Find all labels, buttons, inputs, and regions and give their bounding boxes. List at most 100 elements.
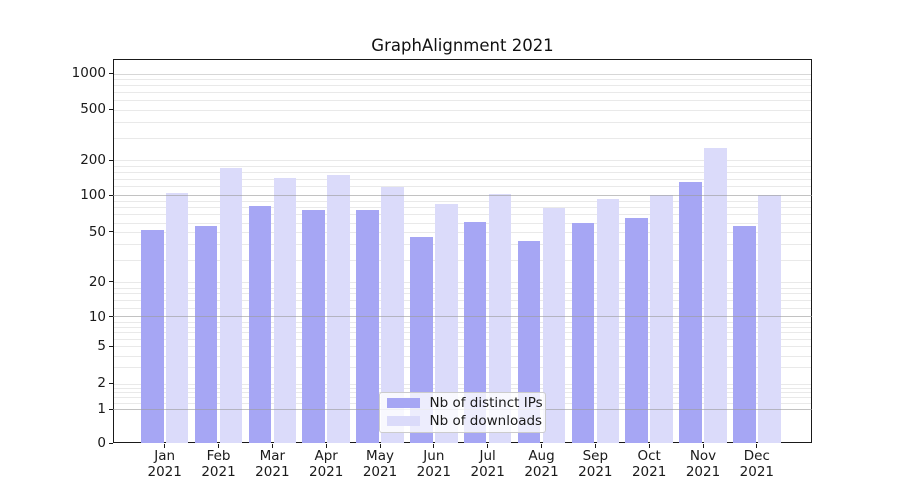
y-axis-tick-mark bbox=[108, 194, 113, 196]
y-axis-tick-label: 1 bbox=[97, 401, 106, 418]
bar-distinct-ips bbox=[625, 217, 648, 444]
legend: Nb of distinct IPs Nb of downloads bbox=[378, 391, 546, 433]
bar-downloads bbox=[542, 208, 566, 444]
legend-label-distinct-ips: Nb of distinct IPs bbox=[429, 395, 543, 411]
gridline-minor bbox=[114, 178, 811, 180]
bar-distinct-ips bbox=[571, 222, 595, 444]
y-axis-tick-mark bbox=[108, 316, 113, 318]
bar-downloads bbox=[650, 195, 673, 444]
bar-downloads bbox=[435, 204, 458, 444]
bar-downloads bbox=[327, 174, 350, 444]
x-axis-tick-mark bbox=[541, 444, 542, 448]
y-axis-tick-label: 2 bbox=[97, 375, 106, 392]
gridline-minor bbox=[114, 92, 811, 94]
gridline-minor bbox=[114, 201, 811, 203]
x-axis-tick-label: Nov 2021 bbox=[685, 448, 721, 480]
x-axis-tick-label: Aug 2021 bbox=[524, 448, 559, 480]
x-axis-tick-mark bbox=[271, 444, 273, 448]
y-axis-tick-mark bbox=[108, 281, 113, 283]
y-axis-tick-mark bbox=[108, 345, 113, 347]
gridline-minor bbox=[114, 367, 811, 369]
bar-distinct-ips bbox=[733, 225, 756, 444]
bar-downloads bbox=[165, 192, 189, 444]
gridline-minor bbox=[114, 260, 811, 262]
bar-downloads bbox=[596, 198, 620, 444]
legend-label-downloads: Nb of downloads bbox=[429, 413, 543, 429]
gridline-minor bbox=[114, 287, 811, 289]
bar-distinct-ips bbox=[302, 209, 325, 444]
y-axis-tick-mark bbox=[108, 108, 113, 110]
x-axis-tick-mark bbox=[218, 444, 220, 448]
y-axis-tick-label: 50 bbox=[88, 223, 106, 240]
y-axis-tick-mark bbox=[108, 382, 113, 384]
gridline-minor bbox=[114, 387, 811, 389]
bar-downloads bbox=[273, 178, 297, 444]
x-axis-tick-mark bbox=[164, 444, 166, 448]
gridline-major bbox=[113, 316, 812, 318]
bar-distinct-ips bbox=[463, 222, 487, 444]
gridline-major bbox=[113, 194, 812, 196]
legend-swatch-downloads bbox=[386, 415, 420, 427]
gridline-minor bbox=[114, 383, 811, 385]
gridline-minor bbox=[114, 79, 811, 81]
x-axis-tick-mark bbox=[325, 444, 327, 448]
x-axis-tick-label: Apr 2021 bbox=[309, 448, 344, 480]
x-axis-tick-mark bbox=[756, 444, 758, 448]
gridline-minor bbox=[114, 100, 811, 102]
legend-item-downloads: Nb of downloads bbox=[386, 413, 545, 429]
gridline-minor bbox=[114, 332, 811, 334]
bar-distinct-ips bbox=[141, 229, 164, 444]
chart-title: GraphAlignment 2021 bbox=[371, 36, 554, 55]
gridline-minor bbox=[114, 138, 811, 140]
x-axis-tick-label: Jul 2021 bbox=[470, 448, 505, 480]
gridline-minor bbox=[114, 171, 811, 173]
bar-downloads bbox=[758, 195, 781, 444]
bar-distinct-ips bbox=[248, 205, 272, 444]
gridline-minor bbox=[114, 165, 811, 167]
gridline-minor bbox=[114, 282, 811, 284]
y-axis-tick-label: 1000 bbox=[71, 65, 106, 82]
x-axis-tick-label: Feb 2021 bbox=[201, 448, 236, 480]
y-axis-tick-label: 100 bbox=[80, 187, 106, 203]
legend-swatch-distinct-ips bbox=[386, 397, 420, 409]
x-axis-tick-label: Jun 2021 bbox=[416, 448, 452, 480]
x-axis-tick-mark bbox=[433, 444, 435, 448]
gridline-minor bbox=[114, 186, 811, 188]
gridline-minor bbox=[114, 85, 811, 87]
gridline-minor bbox=[114, 73, 811, 75]
bar-downloads bbox=[219, 168, 243, 444]
y-axis-tick-label: 10 bbox=[88, 308, 106, 325]
x-axis-tick-mark bbox=[702, 444, 704, 448]
x-axis-tick-label: Jan 2021 bbox=[147, 448, 182, 480]
gridline-minor bbox=[114, 160, 811, 162]
gridline-minor bbox=[114, 207, 811, 209]
y-axis-tick-mark bbox=[108, 159, 113, 161]
x-axis-tick-label: Oct 2021 bbox=[631, 448, 667, 480]
bar-downloads bbox=[704, 147, 727, 444]
gridline-minor bbox=[114, 214, 811, 216]
gridline-minor bbox=[114, 293, 811, 295]
y-axis-tick-mark bbox=[108, 408, 113, 410]
x-axis-tick-label: May 2021 bbox=[362, 448, 398, 480]
y-axis-tick-mark bbox=[108, 442, 113, 444]
bar-distinct-ips bbox=[194, 225, 218, 444]
y-axis-tick-label: 500 bbox=[80, 101, 106, 118]
x-axis-tick-mark bbox=[379, 444, 381, 448]
gridline-minor bbox=[114, 307, 811, 309]
gridline-minor bbox=[114, 346, 811, 348]
gridline-minor bbox=[114, 244, 811, 246]
x-axis-tick-label: Sep 2021 bbox=[578, 448, 613, 480]
legend-item-distinct-ips: Nb of distinct IPs bbox=[386, 395, 545, 411]
x-axis-tick-label: Mar 2021 bbox=[255, 448, 290, 480]
bar-distinct-ips bbox=[679, 181, 702, 444]
y-axis-tick-label: 200 bbox=[80, 152, 106, 168]
gridline-minor bbox=[114, 326, 811, 328]
gridline-minor bbox=[114, 232, 811, 234]
x-axis-tick-label: Dec 2021 bbox=[739, 448, 774, 480]
gridline-minor bbox=[114, 222, 811, 224]
gridline-minor bbox=[114, 122, 811, 124]
y-axis-tick-label: 5 bbox=[97, 338, 106, 354]
x-axis-tick-mark bbox=[594, 444, 596, 448]
y-axis-tick-label: 20 bbox=[88, 273, 106, 290]
y-axis-tick-mark bbox=[108, 231, 113, 233]
